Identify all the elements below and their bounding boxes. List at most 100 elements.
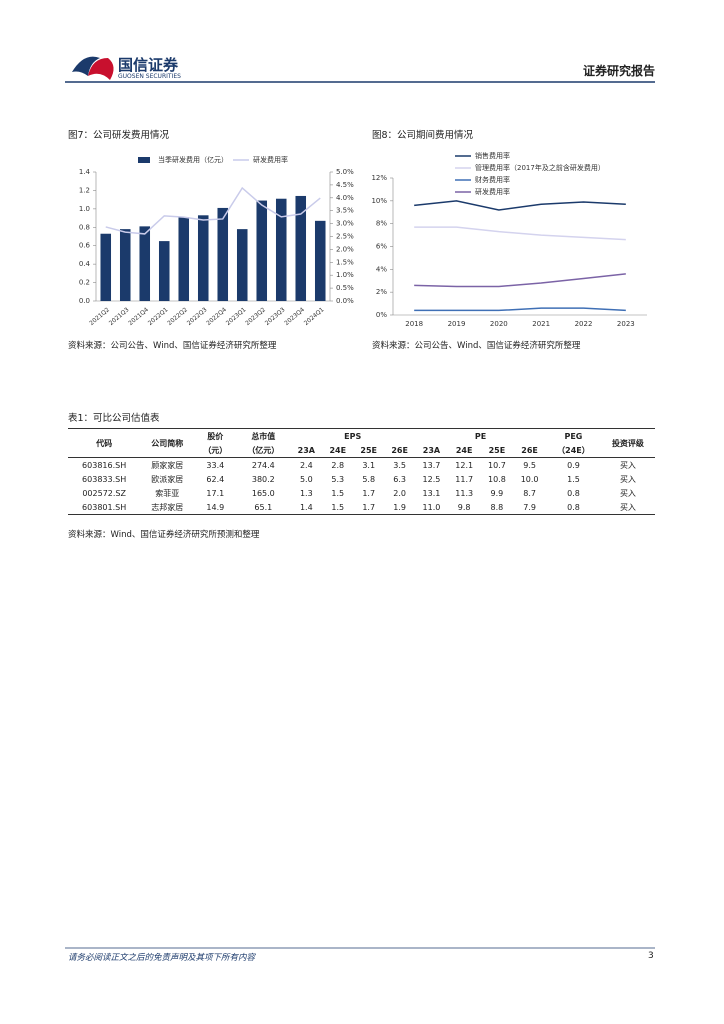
- table-cell: 603833.SH: [82, 474, 127, 484]
- figure-source: 资料来源：公司公告、Wind、国信证券经济研究所整理: [68, 341, 277, 351]
- x-tick-label: 2023Q1: [225, 306, 248, 327]
- table-cell: 志邦家居: [151, 502, 184, 512]
- figure-title: 图8：公司期间费用情况: [372, 130, 474, 141]
- y-tick-label: 0.0: [79, 297, 90, 305]
- table-cell: 11.7: [455, 474, 474, 484]
- table-cell: 7.9: [523, 502, 536, 512]
- table-cell: （24E）: [557, 445, 590, 455]
- legend-label: 研发费用率: [253, 155, 288, 164]
- table-cell: 5.3: [331, 474, 345, 484]
- x-tick-label: 2023Q4: [283, 306, 306, 327]
- y-tick-label: 1.4: [79, 168, 91, 176]
- table-cell: 23A: [297, 445, 315, 455]
- bar: [295, 195, 307, 301]
- table-cell: 1.7: [362, 502, 376, 512]
- legend-label: 销售费用率: [475, 151, 510, 160]
- table-cell: 索菲亚: [155, 488, 180, 498]
- legend-label: 管理费用率（2017年及之前含研发费用）: [475, 163, 605, 172]
- table-row: 603801.SH 志邦家居 14.9 65.1 1.4 1.5 1.7 1.9 11.0 9.8…: [68, 500, 655, 515]
- table-cell: 5.0: [299, 474, 313, 484]
- table-cell: 10.7: [487, 460, 506, 470]
- y2-tick-label: 1.0%: [336, 271, 354, 279]
- y2-tick-label: 4.5%: [336, 181, 354, 189]
- line: [105, 186, 321, 235]
- y-tick-label: 10%: [371, 197, 387, 205]
- table-cell: 3.5: [393, 460, 406, 470]
- table-cell: 1.5: [331, 502, 345, 512]
- table-cell: 13.7: [422, 460, 441, 470]
- table-cell: 10.8: [487, 474, 506, 484]
- table-cell: 2.0: [393, 488, 406, 498]
- line: [414, 226, 626, 241]
- table-cell: PEG: [564, 431, 583, 441]
- figure-title: 图7：公司研发费用情况: [68, 130, 170, 141]
- brand-en: GUOSEN SECURITIES: [118, 73, 181, 80]
- table-cell: 603816.SH: [82, 460, 127, 470]
- y-tick-label: 0.8: [79, 223, 90, 231]
- table-cell: 2.4: [299, 460, 313, 470]
- table-cell: 顾家家居: [151, 460, 184, 470]
- table-cell: 274.4: [251, 460, 275, 470]
- table-cell: 26E: [521, 445, 538, 455]
- table-cell: 11.0: [422, 502, 441, 512]
- line: [414, 273, 626, 288]
- x-tick-label: 2021Q2: [88, 306, 111, 327]
- table-cell: 买入: [619, 488, 636, 498]
- bar: [275, 198, 287, 301]
- table-cell: 1.5: [567, 474, 580, 484]
- table-row: （元） （亿元） 23A 24E 25E 26E 23A 24E 25E 26E （24E）: [68, 443, 655, 458]
- table-cell: 10.0: [520, 474, 539, 484]
- y2-tick-label: 1.5%: [336, 258, 354, 266]
- y2-tick-label: 3.0%: [336, 220, 354, 228]
- bar: [197, 215, 209, 301]
- bar: [119, 229, 131, 301]
- table-row: 代码 公司简称 股价 总市值 EPS PE PEG 投资评级: [68, 428, 655, 448]
- table-cell: 0.8: [567, 488, 580, 498]
- brand: 国信证券: [118, 56, 179, 74]
- x-tick-label: 2021: [532, 320, 550, 328]
- table-cell: 603801.SH: [82, 502, 127, 512]
- table-cell: 2.8: [331, 460, 345, 470]
- table-title: 表1：可比公司估值表: [68, 413, 160, 424]
- line: [414, 200, 626, 211]
- table-cell: 投资评级: [611, 438, 644, 448]
- x-tick-label: 2022Q3: [186, 306, 209, 327]
- table-cell: 9.5: [523, 460, 536, 470]
- table-cell: 0.9: [567, 460, 580, 470]
- x-tick-label: 2022Q1: [147, 306, 170, 327]
- y-tick-label: 0.6: [79, 242, 91, 250]
- table-row: 603816.SH 顾家家居 33.4 274.4 2.4 2.8 3.1 3.5 13.7 12…: [68, 458, 655, 473]
- table-cell: 24E: [329, 445, 347, 455]
- y2-tick-label: 2.5%: [336, 233, 354, 241]
- table-cell: 13.1: [422, 488, 441, 498]
- table-cell: 1.9: [393, 502, 406, 512]
- table-cell: 26E: [391, 445, 408, 455]
- table-cell: 8.7: [523, 488, 536, 498]
- bar: [139, 226, 151, 301]
- y2-tick-label: 0.5%: [336, 284, 354, 292]
- y2-tick-label: 4.0%: [336, 194, 354, 202]
- table-cell: PE: [474, 431, 487, 441]
- table-cell: 代码: [96, 438, 113, 448]
- table-cell: 欧派家居: [151, 474, 184, 484]
- table-cell: （亿元）: [247, 445, 280, 455]
- table-cell: 62.4: [206, 474, 225, 484]
- table-cell: 5.8: [362, 474, 376, 484]
- y-tick-label: 1.0: [79, 205, 90, 213]
- report-type: 证券研究报告: [582, 64, 655, 78]
- figure-source: 资料来源：公司公告、Wind、国信证券经济研究所整理: [372, 341, 581, 351]
- y-tick-label: 4%: [376, 265, 387, 273]
- y-tick-label: 2%: [376, 288, 387, 296]
- x-tick-label: 2023Q2: [244, 306, 267, 327]
- page-number: 3: [648, 951, 654, 961]
- y-tick-label: 0.2: [79, 279, 90, 287]
- table-cell: 002572.SZ: [82, 488, 126, 498]
- y-tick-label: 1.2: [79, 186, 90, 194]
- table-cell: 14.9: [206, 502, 225, 512]
- table-cell: 1.5: [331, 488, 345, 498]
- table-cell: 65.1: [254, 502, 273, 512]
- bar: [158, 241, 170, 301]
- y-tick-label: 0.4: [79, 260, 91, 268]
- bar: [256, 200, 268, 301]
- table-cell: 股价: [207, 431, 224, 441]
